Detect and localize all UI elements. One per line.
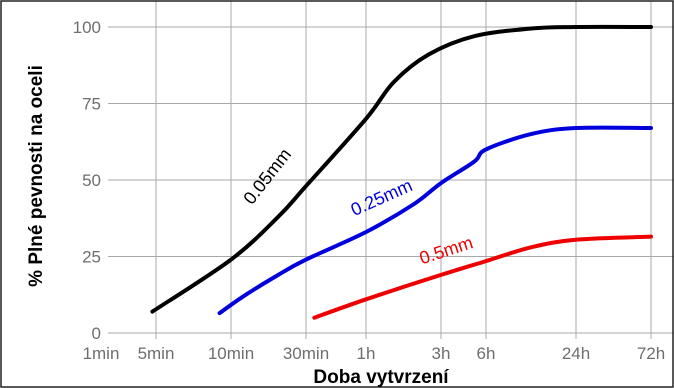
- series-line-2: [312, 234, 653, 320]
- x-tick-labels: 1min 5min 10min 30min 1h 3h 6h 24h 72h: [83, 344, 666, 363]
- x-tick-label: 24h: [562, 344, 590, 363]
- series-line-1: [217, 125, 653, 316]
- y-tick-label: 0: [92, 324, 101, 343]
- y-tick-labels: 0 25 50 75 100: [73, 18, 101, 343]
- y-axis-title: % Plné pevnosti na oceli: [26, 65, 47, 287]
- y-tick-label: 50: [82, 171, 101, 190]
- x-gridlines: [155, 1, 652, 339]
- x-tick-label: 1min: [83, 344, 120, 363]
- x-tick-label: 5min: [138, 344, 175, 363]
- x-tick-label: 10min: [208, 344, 254, 363]
- series-label: 0.5mm: [417, 232, 476, 268]
- x-axis-title: Doba vytvrzení: [313, 367, 449, 388]
- x-tick-label: 72h: [637, 344, 665, 363]
- series-line-0: [150, 24, 653, 314]
- x-tick-label: 1h: [357, 344, 376, 363]
- series-label: 0.05mm: [239, 145, 295, 209]
- y-tick-label: 75: [82, 95, 101, 114]
- x-tick-label: 3h: [432, 344, 451, 363]
- y-tick-label: 100: [73, 18, 101, 37]
- y-tick-label: 25: [82, 248, 101, 267]
- series-label: 0.25mm: [348, 175, 416, 220]
- x-tick-label: 6h: [477, 344, 496, 363]
- series-lines: [150, 24, 653, 320]
- x-tick-label: 30min: [283, 344, 329, 363]
